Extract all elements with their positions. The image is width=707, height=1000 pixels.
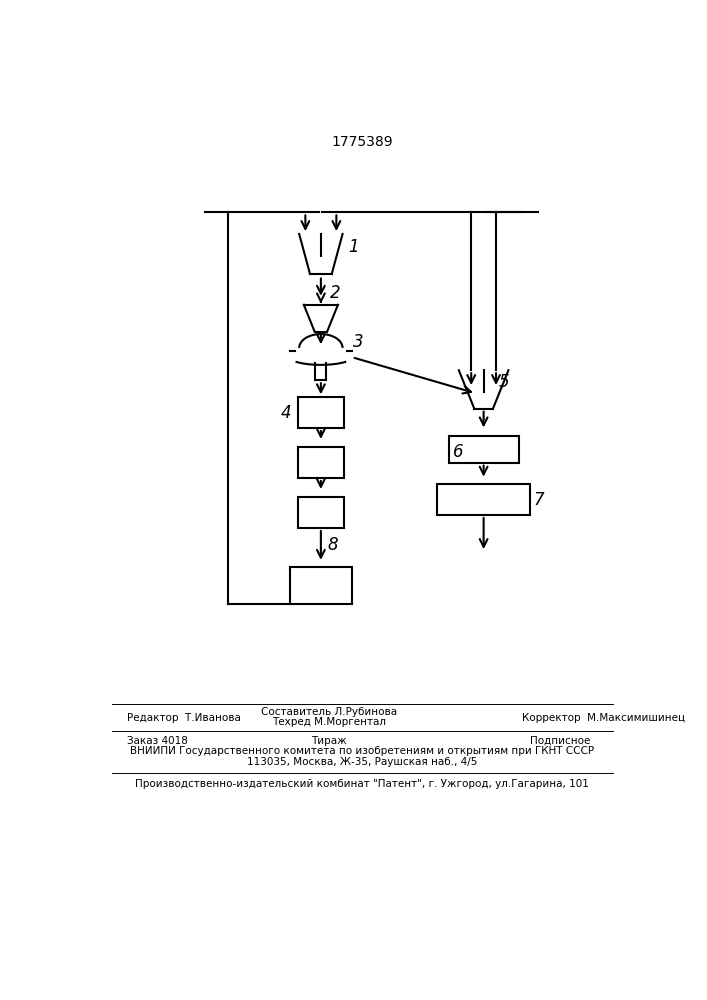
Text: 7: 7 <box>533 491 544 509</box>
Text: ВНИИПИ Государственного комитета по изобретениям и открытиям при ГКНТ СССР: ВНИИПИ Государственного комитета по изоб… <box>130 746 594 756</box>
Text: 6: 6 <box>452 443 463 461</box>
FancyBboxPatch shape <box>437 484 530 515</box>
FancyBboxPatch shape <box>298 447 344 478</box>
Text: Тираж: Тираж <box>311 736 346 746</box>
Text: Корректор  М.Максимишинец: Корректор М.Максимишинец <box>522 713 686 723</box>
Text: Подписное: Подписное <box>530 736 590 746</box>
FancyBboxPatch shape <box>298 497 344 528</box>
Text: 113035, Москва, Ж-35, Раушская наб., 4/5: 113035, Москва, Ж-35, Раушская наб., 4/5 <box>247 757 477 767</box>
Text: Техред М.Моргентал: Техред М.Моргентал <box>271 717 385 727</box>
Text: Производственно-издательский комбинат "Патент", г. Ужгород, ул.Гагарина, 101: Производственно-издательский комбинат "П… <box>135 779 589 789</box>
Text: 1: 1 <box>348 238 358 256</box>
FancyBboxPatch shape <box>298 397 344 428</box>
Text: Заказ 4018: Заказ 4018 <box>127 736 188 746</box>
FancyBboxPatch shape <box>290 567 352 604</box>
Text: 1775389: 1775389 <box>331 135 393 149</box>
Text: 5: 5 <box>499 373 510 391</box>
Text: 2: 2 <box>330 284 341 302</box>
Text: Составитель Л.Рубинова: Составитель Л.Рубинова <box>261 707 397 717</box>
Text: 4: 4 <box>281 404 291 422</box>
Text: 8: 8 <box>327 536 338 554</box>
Text: Редактор  Т.Иванова: Редактор Т.Иванова <box>127 713 241 723</box>
Text: 3: 3 <box>354 333 364 351</box>
FancyBboxPatch shape <box>449 436 518 463</box>
